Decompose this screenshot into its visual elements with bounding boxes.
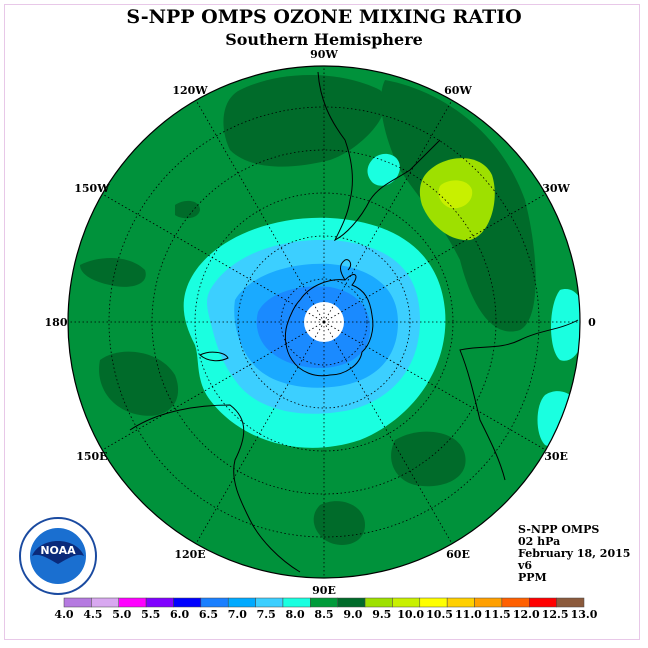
africa-coast	[459, 319, 579, 481]
meridian-line	[323, 193, 546, 323]
map-title: S-NPP OMPS OZONE MIXING RATIO	[126, 6, 522, 28]
noaa-logo-text: NOAA	[40, 544, 76, 557]
ozone-region-dark	[223, 75, 386, 167]
ozone-region-dark	[80, 258, 146, 287]
noaa-logo: NOAA	[19, 517, 97, 595]
meridian-line	[323, 100, 453, 323]
ozone-region-dark	[99, 351, 179, 416]
longitude-label: 60E	[446, 548, 470, 561]
ozone-region-dark	[391, 431, 466, 487]
graticule	[68, 66, 580, 578]
longitude-label: 180	[45, 316, 68, 329]
meridian-line	[195, 100, 325, 323]
australia-coast	[129, 404, 301, 573]
meridian-line	[102, 321, 325, 451]
latitude-circle	[280, 278, 368, 366]
ozone-region-10	[438, 180, 473, 209]
meridian-line	[323, 321, 546, 451]
info-block: S-NPP OMPS 02 hPa February 18, 2015 v6 P…	[518, 524, 630, 584]
longitude-label: 0	[588, 316, 596, 329]
new-zealand-coast	[199, 351, 229, 362]
info-date: February 18, 2015	[518, 547, 631, 560]
longitude-label: 90W	[310, 48, 338, 61]
meridian-line	[102, 193, 325, 323]
coastlines	[129, 71, 579, 573]
longitude-label: 30W	[542, 182, 570, 195]
meridian-line	[323, 321, 453, 544]
meridians	[68, 66, 580, 578]
map-subtitle: Southern Hemisphere	[225, 30, 423, 49]
noaa-gull-icon	[32, 541, 84, 564]
longitude-label: 150E	[76, 450, 107, 463]
ozone-region-dark	[175, 200, 200, 219]
ozone-field	[68, 66, 580, 578]
longitude-label: 120E	[174, 548, 205, 561]
longitude-label: 120W	[172, 84, 208, 97]
south-america-coast	[317, 71, 441, 242]
info-units: PPM	[518, 571, 547, 584]
antarctica-coast	[284, 274, 374, 377]
longitude-label: 150W	[74, 182, 110, 195]
longitude-label: 90E	[312, 584, 336, 597]
ozone-region-8	[367, 153, 400, 186]
figure-frame	[4, 4, 640, 640]
ozone-region-dark	[313, 501, 365, 545]
antarctic-peninsula	[340, 259, 352, 281]
ozone-region-8	[537, 391, 580, 447]
latitude-circle	[108, 106, 540, 538]
map-boundary	[67, 65, 581, 579]
latitude-circle	[237, 235, 411, 409]
info-instrument: S-NPP OMPS	[518, 523, 600, 536]
info-pressure: 02 hPa	[518, 535, 561, 548]
longitude-labels: 90W 60W 30W 0 30E 60E 90E 120E 150E 180 150W 120W	[45, 48, 597, 597]
longitude-label: 60W	[444, 84, 472, 97]
info-version: v6	[518, 559, 533, 572]
longitude-label: 30E	[544, 450, 568, 463]
meridian-line	[195, 321, 325, 544]
